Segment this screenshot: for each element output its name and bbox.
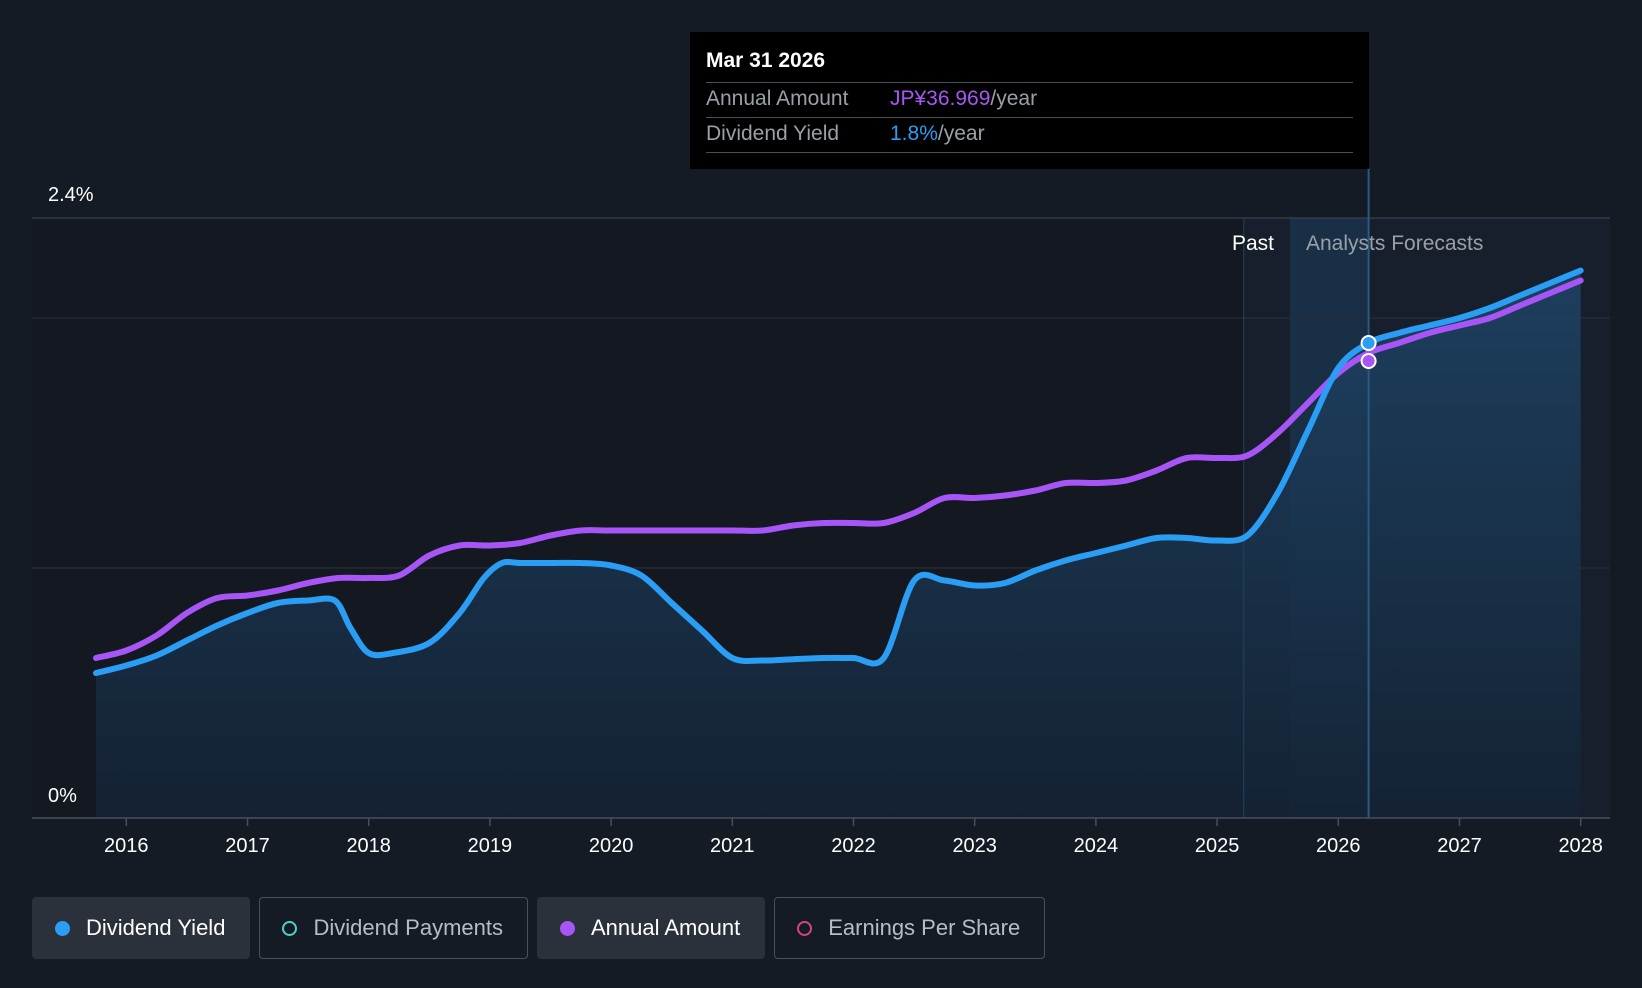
dividend-yield-line [93,267,1584,676]
y-axis-min-label: 0% [48,785,77,807]
dividend-payments-ring-icon [282,920,298,936]
legend-label: Dividend Payments [313,915,503,940]
past-label: Past [1232,232,1274,255]
dividend-yield-value: 1.8% [890,122,938,145]
tooltip-row-annual-amount: Annual Amount JP¥36.969/year [706,83,1353,118]
x-tick-label: 2022 [831,835,876,857]
unit: /year [937,122,985,145]
tooltip-label: Dividend Yield [706,122,840,145]
x-tick-label: 2024 [1074,835,1119,857]
analysts-forecasts-label: Analysts Forecasts [1306,232,1483,255]
tooltip-value: 1.8%/year [890,118,985,152]
legend-label: Annual Amount [590,915,741,940]
annual-amount-value: JP¥36.969 [890,87,991,110]
x-tick-label: 2028 [1558,835,1603,857]
dividend-yield-dot-icon [55,920,70,936]
x-tick-label: 2026 [1316,835,1361,857]
x-tick-label: 2020 [589,835,634,857]
x-tick-label: 2017 [225,835,270,857]
x-tick-label: 2016 [104,835,149,857]
annual-amount-marker [1360,353,1377,369]
tooltip-value: JP¥36.969/year [890,83,1037,117]
x-tick-label: 2027 [1437,835,1482,857]
x-tick-label: 2019 [468,835,513,857]
tooltip-label: Annual Amount [706,87,849,110]
dividend-yield-marker [1360,335,1377,351]
earnings-per-share-ring-icon [797,920,813,936]
legend-dividend-yield[interactable]: Dividend Yield [32,897,251,959]
legend-annual-amount[interactable]: Annual Amount [536,897,766,959]
tooltip: Mar 31 2026 Annual Amount JP¥36.969/year… [690,32,1369,169]
legend-dividend-payments[interactable]: Dividend Payments [259,897,528,959]
x-tick-label: 2021 [710,835,755,857]
legend: Dividend Yield Dividend Payments Annual … [32,897,1046,959]
legend-label: Earnings Per Share [828,915,1021,940]
x-tick-label: 2025 [1195,835,1240,857]
tooltip-date: Mar 31 2026 [706,46,1353,83]
annual-amount-dot-icon [559,920,575,936]
dividend-yield-area [96,270,1581,818]
y-axis-max-label: 2.4% [48,184,94,206]
tooltip-row-dividend-yield: Dividend Yield 1.8%/year [706,118,1353,153]
x-tick-label: 2023 [952,835,997,857]
legend-earnings-per-share[interactable]: Earnings Per Share [774,897,1046,959]
unit: /year [990,87,1038,110]
x-tick-label: 2018 [346,835,391,857]
dividend-chart: 2016 2017 2018 2019 2020 2021 2022 2023 2024 2025… [32,168,1610,857]
legend-label: Dividend Yield [86,915,226,940]
